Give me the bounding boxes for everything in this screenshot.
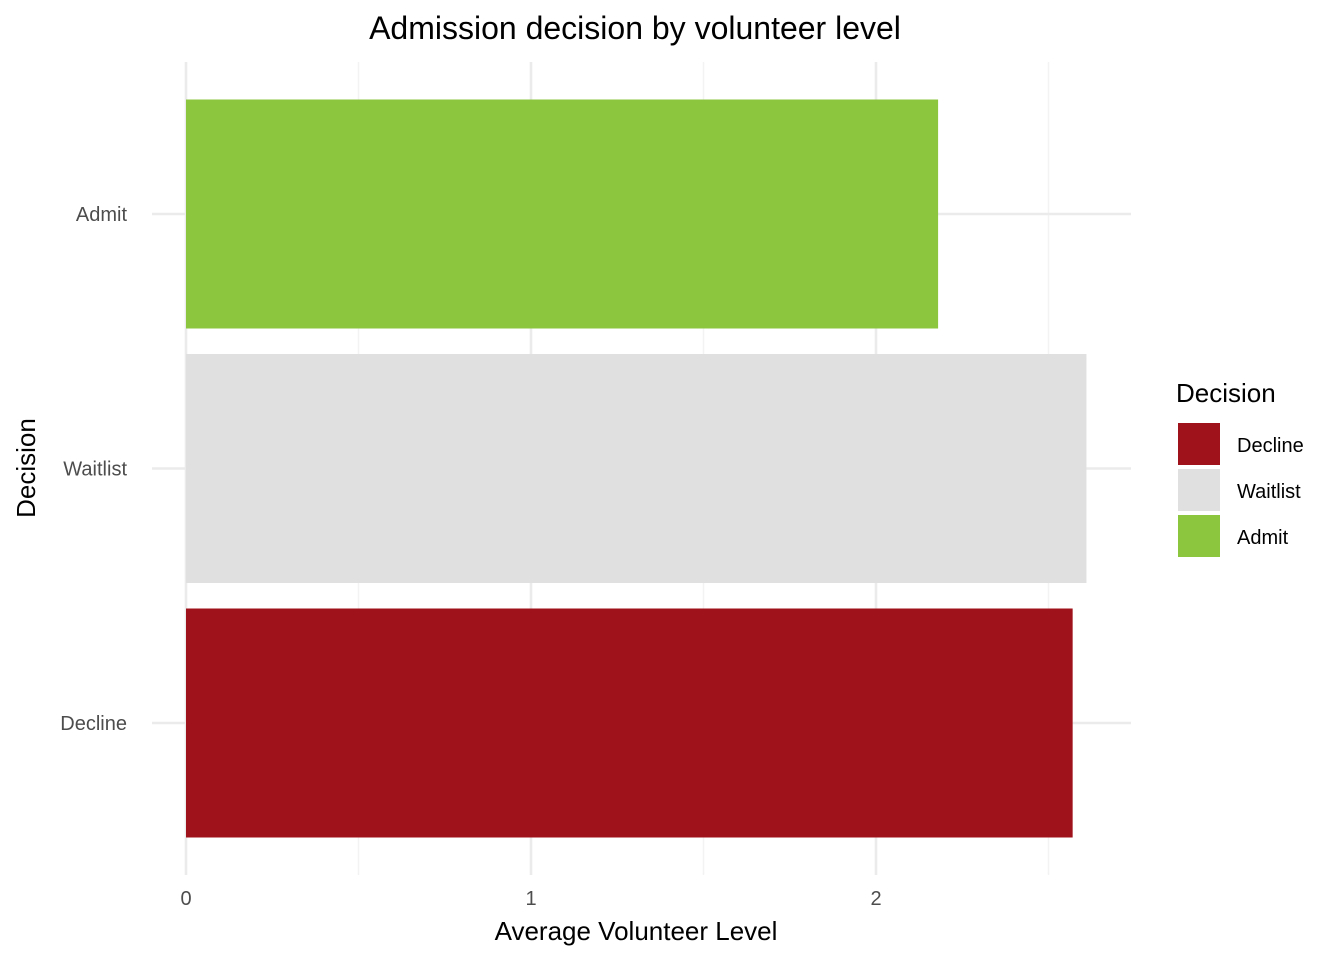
bars	[186, 99, 1087, 838]
y-tick-label: Waitlist	[63, 459, 127, 481]
legend-swatch-admit	[1178, 515, 1220, 557]
y-axis-title: Decision	[11, 418, 41, 518]
x-axis-title: Average Volunteer Level	[495, 916, 778, 946]
chart-title: Admission decision by volunteer level	[369, 10, 901, 46]
bar-decline	[186, 608, 1073, 838]
legend-swatch-decline	[1178, 423, 1220, 465]
legend: Decision Decline Waitlist Admit	[1176, 378, 1304, 557]
x-tick-label: 1	[525, 888, 536, 910]
y-tick-label: Admit	[76, 204, 128, 226]
legend-items: Decline Waitlist Admit	[1178, 423, 1304, 557]
legend-label-decline: Decline	[1237, 435, 1304, 457]
legend-title: Decision	[1176, 378, 1276, 408]
y-axis-ticks: Admit Waitlist Decline	[60, 204, 127, 735]
x-tick-label: 2	[870, 888, 881, 910]
bar-admit	[186, 99, 939, 329]
legend-swatch-waitlist	[1178, 469, 1220, 511]
y-tick-label: Decline	[60, 713, 127, 735]
legend-label-admit: Admit	[1237, 527, 1289, 549]
x-axis-ticks: 0 1 2	[180, 888, 881, 910]
bar-waitlist	[186, 354, 1087, 583]
x-tick-label: 0	[180, 888, 191, 910]
legend-label-waitlist: Waitlist	[1237, 481, 1301, 503]
